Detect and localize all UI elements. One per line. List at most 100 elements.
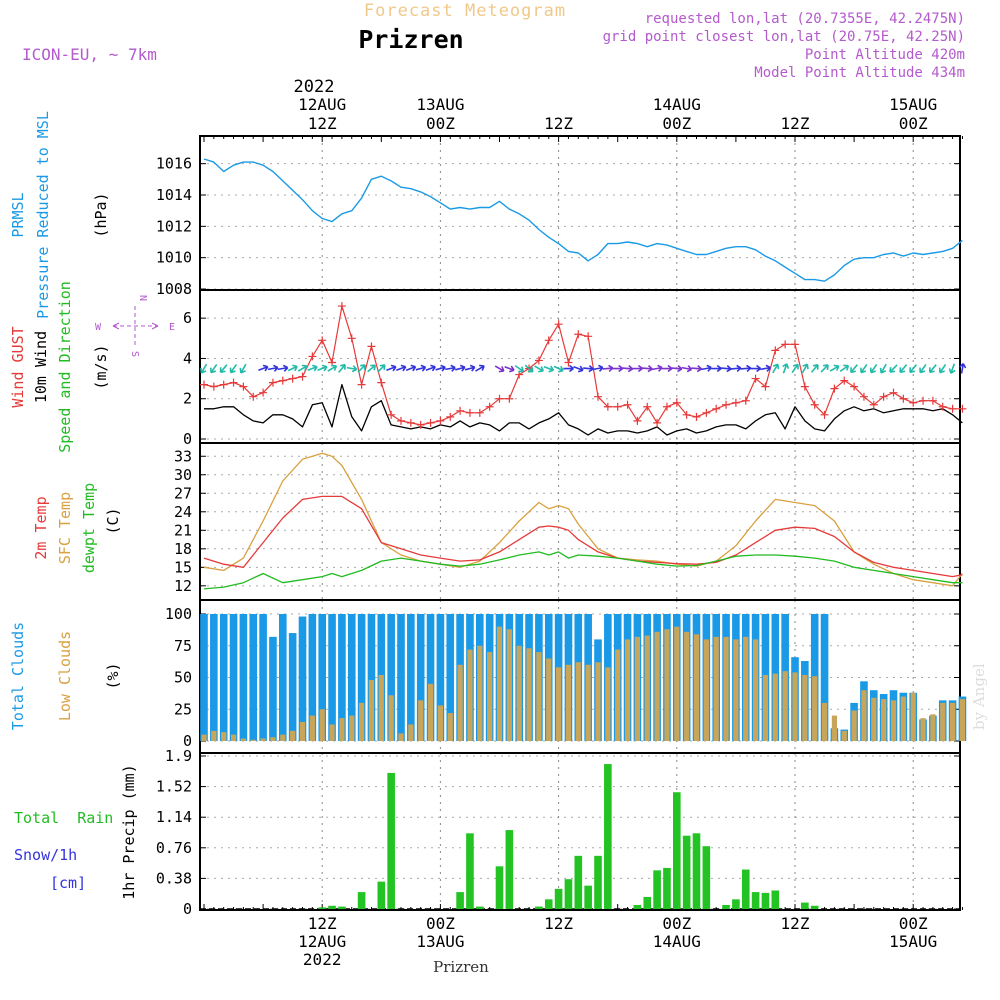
gust-marker: [909, 398, 918, 407]
low-cloud-bar: [339, 718, 345, 741]
compass-s: S: [129, 351, 140, 357]
gust-marker: [653, 418, 662, 427]
total-cloud-bar: [229, 614, 238, 741]
low-cloud-bar: [418, 700, 424, 741]
gust-marker: [367, 342, 376, 351]
wind-arrow-shape: [909, 364, 918, 374]
y-tick-label: 27: [174, 484, 192, 502]
wind-arrow-shape: [573, 365, 584, 373]
wind-arrow-shape: [543, 365, 555, 373]
bottom-time-label: 12AUG: [298, 932, 346, 951]
gust-marker: [889, 388, 898, 397]
low-cloud-bar: [644, 635, 650, 741]
low-cloud-bar: [782, 671, 788, 741]
info-line-4: Model Point Altitude 434m: [754, 65, 965, 81]
rain-bar: [554, 888, 563, 909]
gust-marker: [446, 412, 455, 421]
wind-arrow: [455, 364, 466, 372]
wind-arrow: [464, 364, 476, 372]
gust-marker: [594, 392, 602, 401]
wind-arrow-shape: [622, 365, 634, 373]
total-cloud-bar: [318, 614, 326, 741]
gust-marker: [465, 408, 474, 417]
wind-arrow: [839, 364, 850, 373]
wind-arrow-shape: [258, 364, 269, 372]
wind-arrow: [514, 364, 525, 373]
y-tick-label: 1014: [156, 186, 192, 204]
wind-arrow: [730, 364, 742, 373]
total-cloud-bar: [210, 614, 218, 741]
rain-bar: [810, 905, 819, 909]
wind-arrow-shape: [455, 364, 466, 372]
wind-arrow-shape: [791, 363, 799, 374]
low-cloud-bar: [359, 702, 365, 741]
gust-marker: [672, 398, 681, 407]
gust-marker: [761, 382, 770, 391]
y-tick-label: 1016: [156, 155, 192, 173]
bottom-time-label: 12Z: [544, 914, 573, 933]
bottom-time-label: 14AUG: [653, 932, 701, 951]
gust-marker: [337, 302, 346, 311]
wind-arrow: [919, 363, 927, 374]
wind-arrow: [338, 363, 346, 373]
gust-marker: [347, 334, 356, 343]
gust-marker: [958, 404, 967, 413]
gust-marker: [859, 392, 868, 401]
low-cloud-bar: [516, 645, 522, 741]
y-tick-label: 1012: [156, 217, 192, 235]
wind-arrow: [543, 365, 555, 373]
low-cloud-bar: [841, 730, 847, 741]
rain-bar: [495, 866, 504, 909]
rain-bar: [732, 899, 740, 909]
compass-n: N: [137, 295, 148, 301]
wind-arrow-shape: [740, 364, 752, 373]
page-title: Prizren: [358, 25, 463, 54]
gust-marker: [278, 376, 287, 385]
low-cloud-bar: [713, 636, 719, 741]
gust-marker: [731, 398, 740, 407]
gust-marker: [495, 394, 504, 403]
wind-arrow: [524, 364, 534, 373]
top-time-label: 12Z: [308, 114, 337, 133]
snow-unit-label: [cm]: [50, 874, 86, 892]
wind-arrow-shape: [229, 363, 238, 374]
gust-marker: [584, 332, 593, 341]
low-cloud-bar: [772, 673, 778, 741]
wind-arrow-shape: [652, 364, 663, 372]
low-cloud-bar: [368, 680, 375, 741]
panel-frame: [199, 442, 961, 601]
low-cloud-bar: [575, 662, 581, 741]
rain-bar: [801, 902, 809, 909]
wind-speed-line: [204, 383, 963, 436]
wind-arrow-shape: [681, 365, 693, 373]
gust-marker: [919, 396, 928, 405]
wind-arrow: [701, 364, 712, 372]
top-time-label: 15AUG: [889, 95, 937, 114]
total-cloud-bar: [357, 614, 366, 741]
gust-marker: [219, 380, 228, 389]
gust-marker: [259, 388, 268, 397]
wind-arrow-shape: [386, 364, 397, 372]
rain-bar: [535, 906, 543, 909]
bottom-time-label: 00Z: [426, 914, 455, 933]
wind-arrow: [563, 364, 574, 373]
low-cloud-bar: [378, 674, 384, 741]
total-cloud-bar: [347, 614, 356, 741]
bottom-time-label: 12Z: [308, 914, 337, 933]
low-cloud-bar: [762, 674, 769, 741]
wind-arrow: [820, 364, 829, 373]
wind-arrow: [573, 365, 584, 373]
compass-e: E: [169, 322, 175, 333]
rain-bar: [722, 904, 730, 909]
dewpoint-line: [203, 551, 963, 590]
y-tick-label: 75: [174, 637, 192, 655]
wind-arrow: [277, 364, 289, 372]
wind-arrow: [435, 364, 446, 372]
y-tick-label: 1010: [156, 249, 192, 267]
wind-arrow: [504, 365, 515, 373]
low-cloud-bar: [408, 724, 414, 741]
low-cloud-bar: [674, 626, 680, 741]
wind-arrow-shape: [720, 365, 732, 373]
wind-arrow: [267, 364, 279, 372]
y-tick-label: 0.38: [156, 869, 192, 887]
